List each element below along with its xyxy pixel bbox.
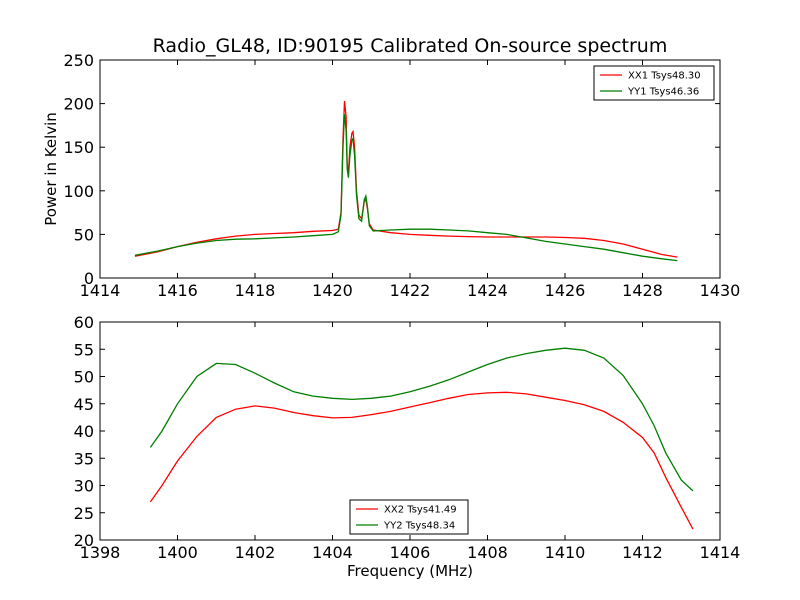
top-spectrum-panel: 1414 1416 1418 1420 1422 1424 1426 1428 1430 0 50 1… bbox=[42, 51, 740, 300]
y-tick-label: 40 bbox=[74, 422, 94, 441]
x-tick-label: 1422 bbox=[390, 281, 431, 300]
y-tick-label: 50 bbox=[74, 225, 94, 244]
legend-box bbox=[593, 65, 715, 101]
y-axis-label: Power in Kelvin bbox=[42, 112, 60, 226]
x-tick-label: 1426 bbox=[545, 281, 586, 300]
legend-entry: XX1 Tsys48.30 bbox=[628, 71, 701, 82]
legend-0: XX1 Tsys48.30 YY1 Tsys46.36 bbox=[593, 65, 715, 101]
series-line-0-1 bbox=[134, 114, 678, 262]
x-tick-label: 1402 bbox=[235, 543, 276, 562]
x-tick-label: 1414 bbox=[700, 543, 741, 562]
y-tick-label: 100 bbox=[63, 182, 94, 201]
y-tick-label: 0 bbox=[84, 269, 94, 288]
series-line-1-0 bbox=[149, 391, 694, 530]
y-tick-label: 20 bbox=[74, 531, 94, 550]
x-tick-label: 1430 bbox=[700, 281, 741, 300]
x-tick-label: 1406 bbox=[390, 543, 431, 562]
legend-entry: YY2 Tsys48.34 bbox=[383, 521, 455, 532]
x-tick-label: 1408 bbox=[467, 543, 508, 562]
x-tick-label: 1428 bbox=[622, 281, 663, 300]
x-tick-label: 1410 bbox=[545, 543, 586, 562]
y-tick-label: 250 bbox=[63, 51, 94, 70]
legend-entry: YY1 Tsys46.36 bbox=[627, 87, 699, 98]
legend-entry: XX2 Tsys41.49 bbox=[384, 505, 457, 516]
x-tick-label: 1420 bbox=[312, 281, 353, 300]
y-tick-label: 25 bbox=[74, 504, 94, 523]
y-tick-label: 55 bbox=[74, 340, 94, 359]
x-tick-label: 1398 bbox=[80, 543, 121, 562]
y-tick-label: 30 bbox=[74, 477, 94, 496]
x-tick-label: 1400 bbox=[157, 543, 198, 562]
y-tick-label: 60 bbox=[74, 313, 94, 332]
legend-1: XX2 Tsys41.49 YY2 Tsys48.34 bbox=[349, 499, 469, 535]
x-tick-label: 1424 bbox=[467, 281, 508, 300]
y-tick-label: 45 bbox=[74, 395, 94, 414]
x-tick-label: 1418 bbox=[235, 281, 276, 300]
x-tick-label: 1412 bbox=[622, 543, 663, 562]
x-tick-label: 1414 bbox=[80, 281, 121, 300]
x-axis-label: Frequency (MHz) bbox=[347, 562, 473, 580]
legend-box bbox=[349, 499, 469, 535]
y-tick-label: 200 bbox=[63, 95, 94, 114]
figure-title: Radio_GL48, ID:90195 Calibrated On-sourc… bbox=[153, 35, 668, 57]
y-tick-label: 35 bbox=[74, 449, 94, 468]
y-tick-label: 50 bbox=[74, 368, 94, 387]
series-line-1-1 bbox=[149, 347, 694, 492]
x-tick-label: 1416 bbox=[157, 281, 198, 300]
bottom-spectrum-panel: 1398 1400 1402 1404 1406 1408 1410 1412 1414 20 25… bbox=[74, 313, 741, 580]
x-tick-label: 1404 bbox=[312, 543, 353, 562]
y-tick-label: 150 bbox=[63, 138, 94, 157]
